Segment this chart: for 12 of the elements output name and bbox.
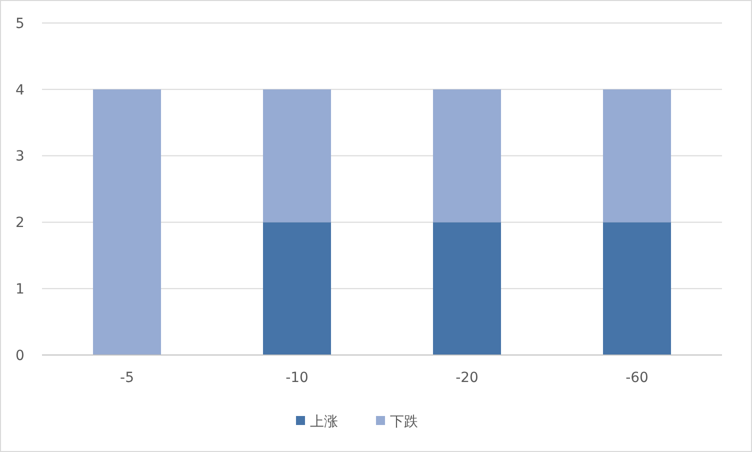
x-tick-label: -10 bbox=[286, 370, 308, 386]
legend-label: 下跌 bbox=[390, 414, 418, 430]
y-tick-label: 4 bbox=[16, 82, 25, 98]
y-tick-label: 0 bbox=[16, 348, 24, 364]
y-tick-label: 5 bbox=[16, 16, 24, 32]
y-tick-label: 2 bbox=[16, 215, 24, 232]
legend-label: 上涨 bbox=[310, 414, 338, 430]
x-tick-label: -20 bbox=[456, 370, 478, 386]
x-tick-label: -5 bbox=[120, 370, 134, 386]
x-tick-label: -60 bbox=[626, 370, 648, 386]
y-tick-label: 1 bbox=[16, 282, 24, 298]
y-tick-label: 3 bbox=[16, 148, 24, 165]
